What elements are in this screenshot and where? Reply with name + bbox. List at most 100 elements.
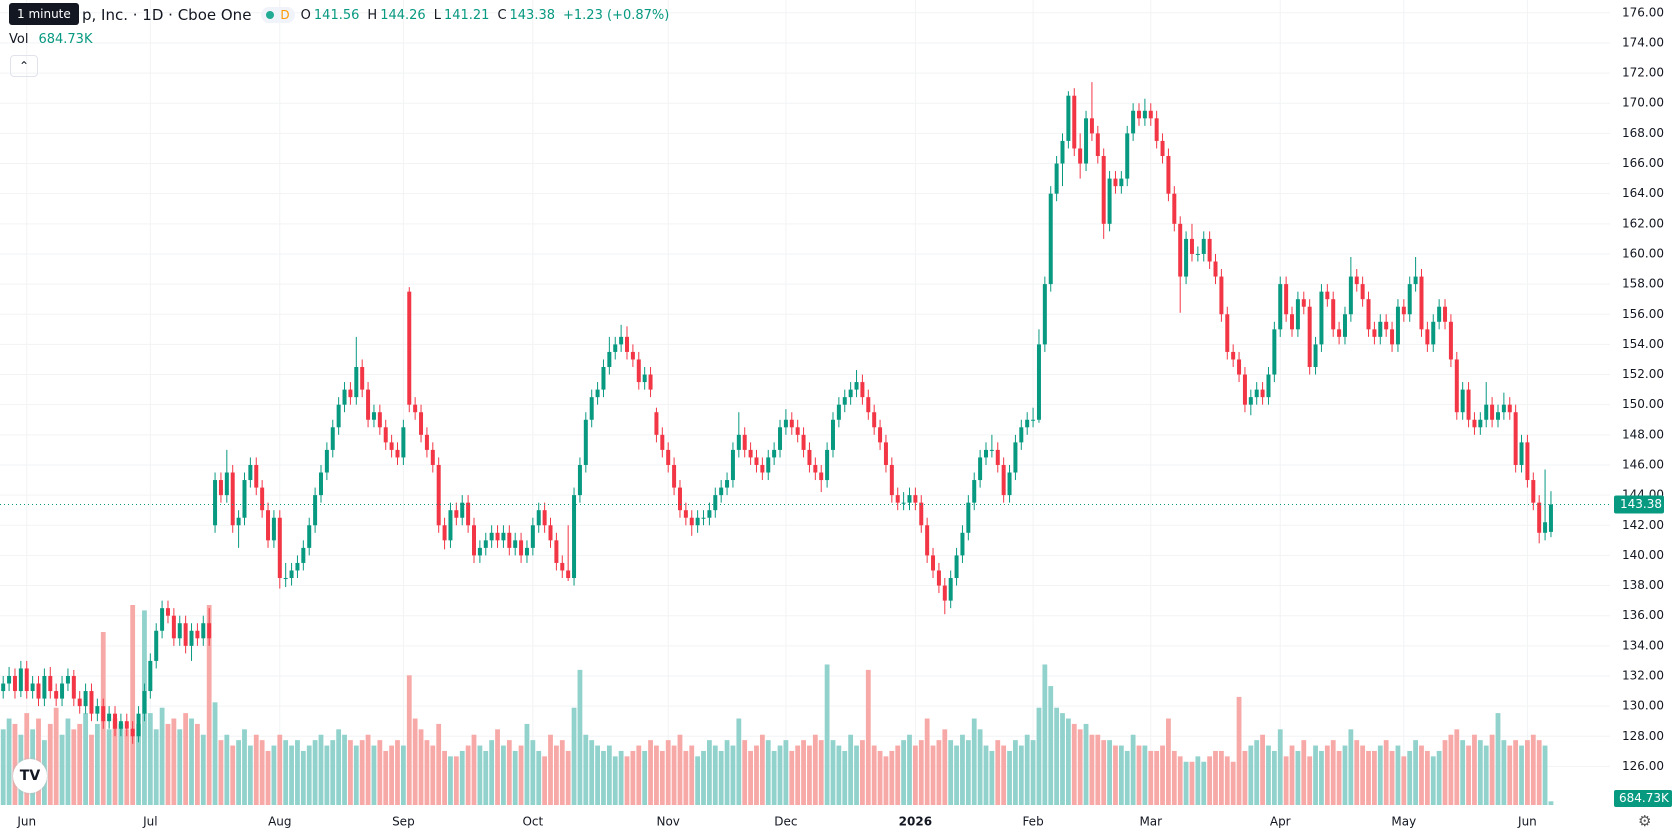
volume-bar [1489,734,1495,805]
candle-body [7,675,12,684]
candle-body [601,367,606,390]
candle-body [507,532,512,548]
candle-body [754,457,759,465]
candle-body [589,397,594,420]
volume-bar [212,702,218,805]
volume-bar [630,750,636,805]
candle-body [24,668,29,692]
volume-bar [1530,734,1536,805]
candle-body [195,630,200,639]
candle-body [866,397,871,413]
candle-body [778,427,783,450]
volume-bar [571,707,577,805]
volume-bar [1007,750,1012,805]
y-tick-label: 150.00 [1622,397,1664,411]
x-tick-label: Nov [656,815,679,829]
volume-bar [624,756,630,805]
collapse-button[interactable]: ⌃ [10,55,38,77]
volume-bar [1277,729,1283,805]
status-badges: D [261,7,295,23]
volume-bar [1077,729,1083,805]
volume-bar [1118,745,1124,805]
market-status: D [280,8,290,22]
candle-body [436,464,441,526]
volume-bar [1148,750,1154,805]
candle-body [489,532,494,541]
candle-body [1172,193,1177,224]
volume-bar [612,756,618,805]
candle-body [819,472,824,481]
candle-body [1331,299,1336,330]
y-tick-label: 172.00 [1622,66,1664,80]
candle-body [448,510,453,541]
volume-bar [218,740,224,805]
candle-body [766,457,771,473]
candle-body [1019,427,1024,443]
candle-body [230,472,235,526]
volume-bar [718,750,724,805]
candle-body [1260,389,1265,398]
x-tick-label: Mar [1139,815,1162,829]
legend-label: C [497,7,507,23]
candle-body [1007,472,1012,496]
volume-bar [1189,761,1195,805]
candle-body [407,291,412,405]
candle-body [1137,110,1142,119]
volume-bar [1089,734,1095,805]
logo[interactable]: TV [13,759,47,793]
candle-body [513,540,518,548]
volume-bar [530,740,536,805]
volume-value: 684.73K [38,32,93,47]
volume-bar [1442,740,1448,805]
volume-bar [1460,740,1466,805]
candle-body [460,502,465,518]
candle-body [136,713,141,737]
volume-bar [1271,750,1277,805]
market-open-dot [266,11,275,19]
volume-bar [453,756,459,805]
volume-bar [524,723,530,805]
volume-bar [707,740,712,805]
volume-bar [412,718,418,805]
volume-bar [1054,707,1060,805]
candle-body [883,442,888,465]
volume-bar [636,745,642,805]
volume-bar [965,740,971,805]
candle-body [748,449,753,458]
candle-body [1313,344,1318,368]
volume-bar [383,750,389,805]
candle-body [165,608,170,616]
legend-value: 141.56 [313,7,360,23]
volume-bar [389,745,395,805]
candle-body [895,495,900,503]
volume-bar [265,750,271,805]
y-tick-label: 136.00 [1622,608,1664,622]
candle-body [889,464,894,496]
volume-bar [683,750,689,805]
volume-bar [1383,740,1389,805]
candle-body [401,427,406,458]
y-tick-label: 148.00 [1622,427,1664,441]
candle-body [248,464,253,481]
candle-body [1337,329,1342,337]
volume-bar [1330,740,1336,805]
volume-bar [854,745,859,805]
y-tick-label: 156.00 [1622,307,1664,321]
candle-body [83,691,88,707]
candle-body [960,532,965,556]
candle-body [1231,351,1236,360]
settings-button[interactable]: ⚙ [1638,812,1652,830]
candle-body [913,495,918,503]
volume-bar [659,750,665,805]
volume-bar [1525,740,1530,805]
candle-body [1001,464,1006,496]
volume-bar [777,745,783,805]
volume-bar [459,750,465,805]
tooltip: 1 minute [9,3,79,25]
candle-body [1066,95,1071,141]
legend-change: +1.23 (+0.87%) [563,7,670,23]
candle-body [648,374,653,390]
volume-bar [924,718,930,805]
volume-bar [230,745,236,805]
volume-bar [565,750,571,805]
